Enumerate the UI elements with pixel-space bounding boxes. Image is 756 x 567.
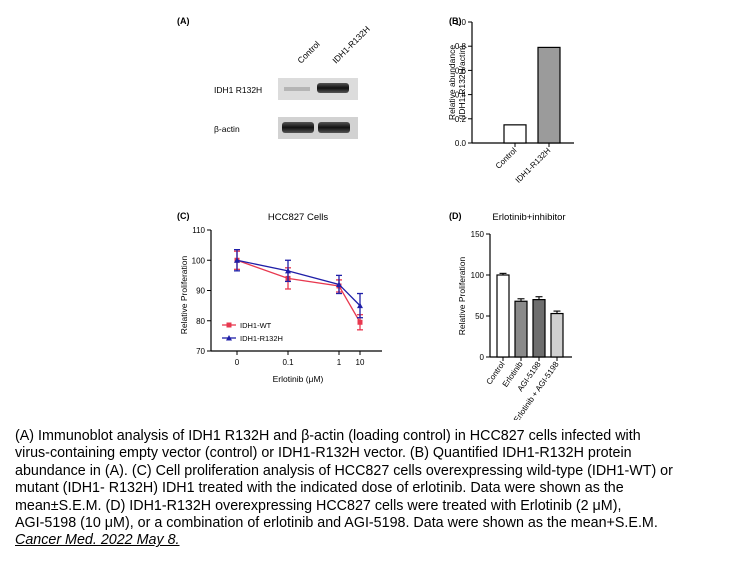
bar — [514, 300, 528, 358]
y-tick-label: 70 — [196, 347, 205, 356]
data-point — [285, 267, 291, 274]
y-tick-label: 90 — [196, 287, 205, 296]
figure-caption: (A) Immunoblot analysis of IDH1 R132H an… — [15, 428, 747, 550]
panel-b-chart: (B) 0.0 0.2 0.4 0.6 0.8 1.0 Relative abundance… — [447, 16, 574, 185]
panel-d-label: (D) — [449, 211, 462, 221]
blot-band-control-faint — [284, 87, 310, 91]
data-point — [234, 257, 240, 263]
y-tick-label: 1.0 — [455, 18, 467, 27]
y-tick-label: 100 — [192, 256, 206, 265]
panel-a: (A) Control IDH1-R132H IDH1 R132H β-acti… — [177, 16, 372, 139]
data-point — [357, 302, 363, 309]
x-tick-label: 0.1 — [282, 358, 294, 367]
y-axis-label: (IDH1-R132H/actin) — [457, 45, 467, 120]
x-tick-label: 0 — [235, 358, 240, 367]
bar — [496, 274, 510, 358]
row-label-beta-actin: β-actin — [214, 124, 240, 134]
legend-marker — [226, 322, 232, 328]
figure: (A) Control IDH1-R132H IDH1 R132H β-acti… — [177, 16, 574, 420]
blot-band-actin-idh1-r132h — [318, 122, 350, 133]
caption-citation-link[interactable]: Cancer Med. 2022 May 8. — [15, 532, 180, 549]
x-tick-label: Control — [494, 146, 519, 171]
y-axis-label: Relative abundance — [447, 45, 457, 120]
y-tick-label: 0.2 — [455, 115, 467, 124]
y-tick-label: 150 — [471, 230, 485, 239]
lane-label-control: Control — [295, 39, 322, 66]
panel-a-label: (A) — [177, 16, 190, 26]
y-tick-label: 80 — [196, 317, 205, 326]
bar — [537, 46, 561, 144]
bar — [503, 124, 527, 144]
lane-label-idh1-r132h: IDH1-R132H — [330, 24, 371, 65]
series-line-idh1-wt — [236, 259, 361, 323]
row-label-idh1-r132h: IDH1 R132H — [214, 85, 262, 95]
x-tick-label: 1 — [337, 358, 342, 367]
x-tick-label: 10 — [356, 358, 365, 367]
panel-c-chart: (C) HCC827 Cells Erlotinib (μM) Relative… — [177, 211, 382, 384]
bar — [550, 312, 564, 358]
y-tick-label: 0.8 — [455, 42, 467, 51]
y-tick-label: 0.6 — [455, 66, 467, 75]
bar — [532, 299, 546, 358]
panel-d-title: Erlotinib+inhibitor — [492, 212, 565, 223]
panel-c-title: HCC827 Cells — [268, 212, 328, 223]
panel-c-label: (C) — [177, 211, 190, 221]
y-tick-label: 110 — [192, 226, 205, 235]
panel-d-ylabel: Relative Proliferation — [457, 257, 467, 336]
caption-line: mutant (IDH1- R132H) IDH1 treated with t… — [15, 480, 624, 497]
panel-c-ylabel: Relative Proliferation — [179, 256, 189, 335]
panel-d-chart: (D) Erlotinib+inhibitor Relative Prolife… — [449, 211, 572, 420]
blot-band-idh1-r132h — [317, 83, 349, 93]
legend-label: IDH1-WT — [240, 321, 272, 330]
y-tick-label: 50 — [475, 312, 484, 321]
data-point — [336, 281, 342, 287]
y-tick-label: 100 — [471, 271, 485, 280]
series-line-idh1-r132h — [236, 259, 361, 307]
legend-marker — [226, 335, 232, 341]
caption-line: virus-containing empty vector (control) … — [15, 445, 632, 462]
y-tick-label: 0.4 — [455, 91, 467, 100]
caption-line: mean±S.E.M. (D) IDH1-R132H overexpressin… — [15, 497, 622, 514]
panel-c-xlabel: Erlotinib (μM) — [273, 374, 324, 384]
panel-b-label: (B) — [449, 16, 462, 26]
caption-line: (A) Immunoblot analysis of IDH1 R132H an… — [15, 428, 641, 444]
y-tick-label: 0.0 — [455, 139, 467, 148]
caption-line: abundance in (A). (C) Cell proliferation… — [15, 462, 673, 479]
y-tick-label: 0 — [480, 353, 485, 362]
data-point — [357, 319, 363, 325]
blot-band-actin-control — [282, 122, 314, 133]
x-tick-label: IDH1-R132H — [514, 146, 553, 185]
legend-label: IDH1-R132H — [240, 334, 283, 343]
caption-line: AGI-5198 (10 μM), or a combination of er… — [15, 515, 658, 532]
